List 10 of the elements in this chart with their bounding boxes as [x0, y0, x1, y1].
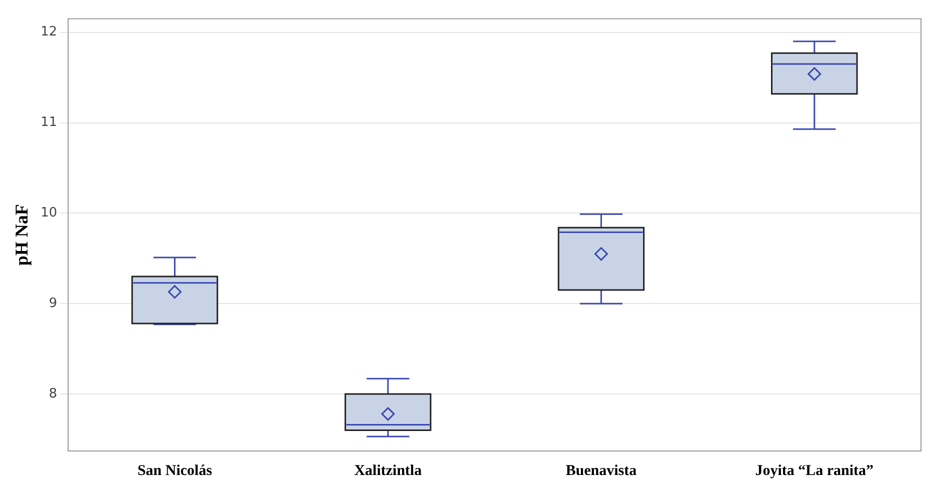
- y-tick-label: 8: [48, 386, 58, 402]
- y-tick-label: 9: [48, 296, 58, 311]
- x-tick-label: San Nicolás: [137, 462, 212, 479]
- y-tick-label: 12: [40, 24, 58, 40]
- y-axis-title: pH NaF: [11, 204, 32, 266]
- y-tick-label: 10: [40, 206, 58, 221]
- y-tick-label: 11: [40, 115, 58, 130]
- x-tick-label: Joyita “La ranita”: [755, 462, 874, 479]
- x-tick-label: Xalitzintla: [354, 462, 422, 479]
- x-tick-label: Buenavista: [566, 462, 638, 479]
